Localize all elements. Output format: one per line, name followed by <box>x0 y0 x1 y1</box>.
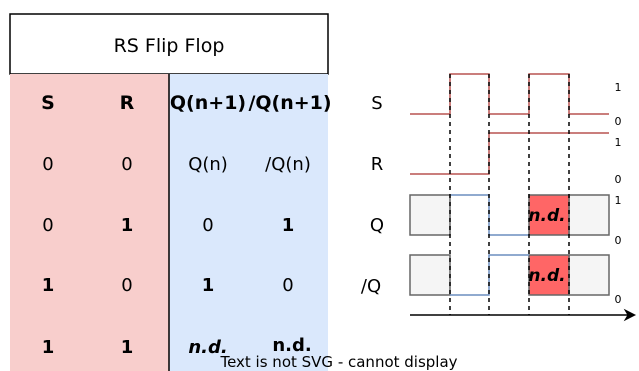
q-state-box-right <box>568 194 610 236</box>
cell-r2-qn: 1 <box>282 215 295 236</box>
qn-level-low: 0 <box>615 293 622 306</box>
r-level-low: 0 <box>615 173 622 186</box>
r-level-high: 1 <box>615 136 622 149</box>
qn-state-box-left <box>409 254 451 296</box>
cell-r4-qn: n.d. <box>272 335 311 356</box>
sr-columns-bg <box>10 74 169 371</box>
truth-table: RS Flip Flop S R Q(n+1) /Q(n+1) 0 0 Q(n)… <box>9 13 332 371</box>
header-qn: /Q(n+1) <box>248 92 331 114</box>
timing-diagram: n.d. n.d. 1 0 1 0 1 0 0 <box>409 73 637 322</box>
cell-r3-r: 0 <box>121 275 132 296</box>
signal-label-s: S <box>371 93 382 114</box>
q-undefined-label: n.d. <box>528 206 565 226</box>
header-q: Q(n+1) <box>170 92 246 114</box>
table-title-box <box>9 13 329 75</box>
q-waveform <box>450 194 529 236</box>
table-title: RS Flip Flop <box>114 35 225 57</box>
cell-r3-s: 1 <box>42 275 55 296</box>
s-level-high: 1 <box>615 81 622 94</box>
r-waveform <box>410 132 609 175</box>
s-waveform <box>410 73 609 115</box>
header-r: R <box>120 92 135 114</box>
cell-r1-r: 0 <box>121 154 132 175</box>
cell-r4-s: 1 <box>42 337 55 358</box>
cell-r4-r: 1 <box>121 337 134 358</box>
q-level-low: 0 <box>615 234 622 247</box>
cell-r1-s: 0 <box>42 154 53 175</box>
svg-fallback-text: Text is not SVG - cannot display <box>219 353 457 371</box>
qn-state-box-right <box>568 254 610 296</box>
q-state-box-left <box>409 194 451 236</box>
signal-label-q: Q <box>370 215 384 236</box>
cell-r2-q: 0 <box>202 215 213 236</box>
cell-r1-qn: /Q(n) <box>265 154 311 175</box>
s-level-low: 0 <box>615 115 622 128</box>
signal-label-qn: /Q <box>361 276 381 297</box>
cell-r4-q: n.d. <box>188 337 227 358</box>
q-undefined-box <box>528 194 570 236</box>
header-s: S <box>41 92 55 114</box>
q-columns-bg <box>169 74 328 371</box>
cell-r2-s: 0 <box>42 215 53 236</box>
qn-undefined-label: n.d. <box>528 266 565 286</box>
cell-r1-q: Q(n) <box>188 154 228 175</box>
cell-r2-r: 1 <box>121 215 134 236</box>
cell-r3-q: 1 <box>202 275 215 296</box>
cell-r3-qn: 0 <box>282 275 293 296</box>
signal-label-r: R <box>371 154 384 175</box>
q-level-high: 1 <box>615 194 622 207</box>
time-axis-arrow-icon <box>623 308 637 322</box>
